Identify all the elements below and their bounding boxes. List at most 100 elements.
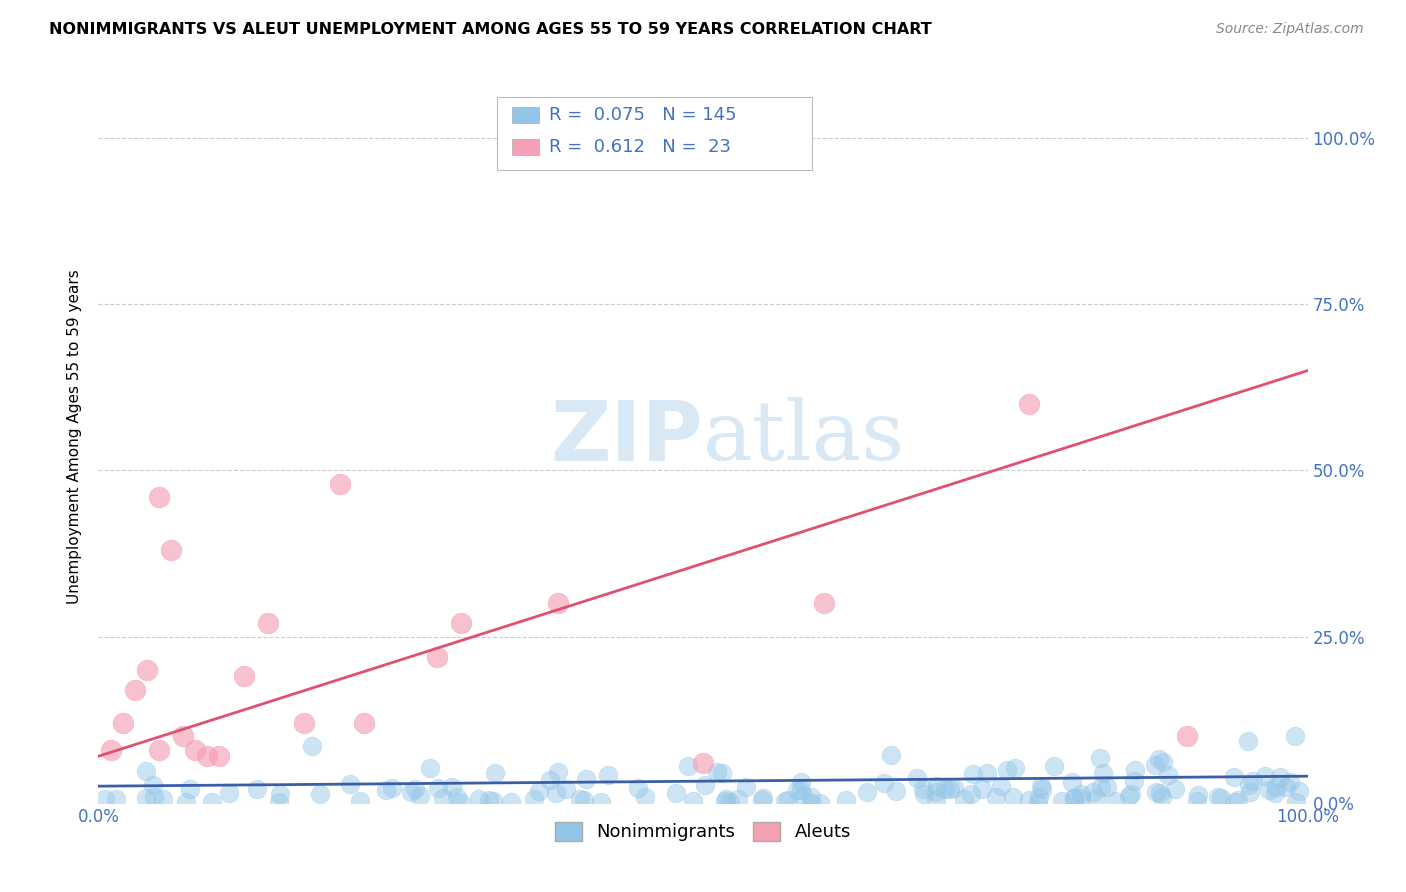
Point — [790, 774, 813, 789]
Point — [179, 782, 201, 797]
Point — [800, 796, 823, 810]
Point — [927, 779, 949, 793]
Point — [339, 777, 361, 791]
Point — [1288, 784, 1310, 798]
Point — [184, 742, 207, 756]
Point — [1031, 779, 1053, 793]
Point — [984, 790, 1007, 805]
Point — [1123, 763, 1146, 777]
Point — [399, 785, 422, 799]
Point — [172, 729, 194, 743]
Text: atlas: atlas — [703, 397, 905, 477]
Point — [1028, 789, 1050, 804]
Point — [523, 792, 546, 806]
Point — [1157, 768, 1180, 782]
Point — [1268, 770, 1291, 784]
Point — [135, 663, 157, 677]
Point — [1070, 791, 1092, 805]
Point — [962, 766, 984, 780]
Point — [232, 669, 254, 683]
Point — [727, 791, 749, 805]
Point — [970, 782, 993, 797]
Point — [441, 780, 464, 794]
Point — [1227, 793, 1250, 807]
Point — [160, 543, 183, 558]
Point — [714, 792, 737, 806]
Point — [1090, 780, 1112, 794]
Point — [1144, 785, 1167, 799]
Point — [995, 764, 1018, 778]
Point — [256, 616, 278, 631]
Point — [1001, 789, 1024, 804]
Point — [568, 792, 591, 806]
Point — [1222, 771, 1244, 785]
Point — [953, 792, 976, 806]
FancyBboxPatch shape — [498, 97, 811, 170]
Point — [1239, 778, 1261, 792]
Point — [734, 780, 756, 794]
Y-axis label: Unemployment Among Ages 55 to 59 years: Unemployment Among Ages 55 to 59 years — [67, 269, 83, 605]
Point — [1185, 794, 1208, 808]
Point — [269, 795, 291, 809]
Point — [1081, 785, 1104, 799]
Point — [1284, 729, 1306, 743]
Point — [104, 792, 127, 806]
Point — [142, 789, 165, 804]
Point — [776, 793, 799, 807]
Point — [292, 716, 315, 731]
Point — [1225, 796, 1247, 810]
Point — [409, 789, 432, 804]
Point — [148, 742, 170, 756]
Point — [884, 784, 907, 798]
Point — [942, 781, 965, 796]
Point — [1085, 791, 1108, 805]
Point — [481, 794, 503, 808]
Point — [692, 756, 714, 770]
Point — [596, 768, 619, 782]
Text: R =  0.612   N =  23: R = 0.612 N = 23 — [550, 137, 731, 156]
Point — [676, 759, 699, 773]
Point — [752, 790, 775, 805]
Point — [1062, 774, 1084, 789]
Point — [711, 766, 734, 780]
Point — [148, 490, 170, 504]
Point — [142, 779, 165, 793]
Point — [111, 716, 134, 731]
Point — [856, 785, 879, 799]
Point — [1275, 780, 1298, 794]
Point — [810, 796, 832, 810]
Point — [432, 790, 454, 805]
Point — [1091, 766, 1114, 780]
Point — [1239, 784, 1261, 798]
Point — [446, 790, 468, 805]
Point — [1031, 781, 1053, 796]
Bar — [512, 138, 538, 154]
Point — [786, 782, 808, 797]
Point — [404, 782, 426, 797]
Text: R =  0.075   N = 145: R = 0.075 N = 145 — [550, 106, 737, 124]
Point — [1018, 793, 1040, 807]
Point — [1090, 750, 1112, 764]
Point — [195, 749, 218, 764]
Point — [93, 792, 115, 806]
Point — [547, 596, 569, 610]
Point — [527, 784, 550, 798]
Point — [1241, 773, 1264, 788]
Point — [100, 742, 122, 756]
Point — [1187, 789, 1209, 803]
Point — [1152, 790, 1174, 805]
Point — [1237, 734, 1260, 748]
Point — [714, 795, 737, 809]
Point — [450, 616, 472, 631]
Point — [218, 786, 240, 800]
Point — [905, 771, 928, 785]
Point — [1164, 782, 1187, 797]
Point — [813, 596, 835, 610]
Point — [990, 779, 1012, 793]
Point — [301, 739, 323, 754]
Point — [912, 787, 935, 801]
Point — [1147, 752, 1170, 766]
Text: NONIMMIGRANTS VS ALEUT UNEMPLOYMENT AMONG AGES 55 TO 59 YEARS CORRELATION CHART: NONIMMIGRANTS VS ALEUT UNEMPLOYMENT AMON… — [49, 22, 932, 37]
Point — [135, 791, 157, 805]
Point — [912, 781, 935, 796]
